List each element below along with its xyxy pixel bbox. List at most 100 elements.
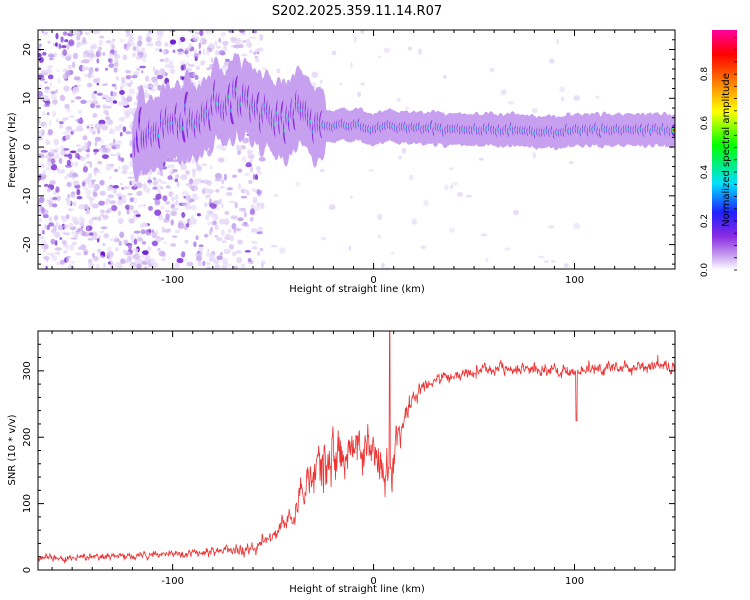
snr-ticks: -100 0 100 0 100 200 300 <box>22 330 676 587</box>
y-tick-label: 300 <box>22 361 33 380</box>
noise-blob <box>68 39 75 46</box>
noise-blob <box>239 30 245 33</box>
noise-blob <box>83 163 87 166</box>
noise-blob <box>223 218 230 226</box>
noise-blob <box>139 65 147 69</box>
spectrogram-ylabel: Frequency (Hz) <box>7 112 18 188</box>
noise-blob <box>181 191 189 197</box>
noise-blob <box>71 231 75 234</box>
noise-blob <box>43 183 49 187</box>
noise-blob <box>119 182 123 186</box>
y-tick-label: 100 <box>22 494 33 513</box>
noise-blob <box>117 166 121 170</box>
noise-blob <box>52 99 58 105</box>
noise-blob <box>67 222 74 229</box>
noise-blob <box>206 262 211 265</box>
noise-blob <box>111 45 115 50</box>
noise-blob <box>43 248 46 253</box>
noise-blob <box>42 111 46 117</box>
noise-blob <box>108 176 113 180</box>
noise-blob <box>242 155 247 163</box>
noise-blob <box>149 83 156 89</box>
noise-blob <box>339 82 343 86</box>
noise-blob <box>70 260 76 264</box>
noise-blob <box>224 233 231 240</box>
noise-blob <box>149 88 157 92</box>
noise-blob <box>319 168 325 173</box>
noise-blob <box>174 262 180 268</box>
noise-blob <box>71 61 76 69</box>
noise-blob <box>83 251 88 256</box>
noise-blob <box>44 100 51 105</box>
y-tick-label: 20 <box>22 43 33 56</box>
noise-blob <box>126 208 130 215</box>
noise-blob <box>180 174 188 181</box>
noise-blob <box>167 164 171 169</box>
noise-blob <box>217 157 225 163</box>
noise-blob <box>60 150 67 156</box>
noise-blob <box>47 40 51 44</box>
noise-blob <box>65 117 69 121</box>
noise-blob <box>222 64 227 71</box>
noise-blob <box>49 180 56 185</box>
noise-blob <box>164 42 169 47</box>
noise-blob <box>43 255 50 261</box>
noise-blob <box>179 36 186 43</box>
snr-panel: -100 0 100 0 100 200 300 Height of straight li… <box>7 330 676 595</box>
noise-blob <box>254 49 260 53</box>
noise-blob <box>532 152 537 159</box>
noise-blob <box>191 205 197 211</box>
noise-blob <box>98 39 104 46</box>
noise-blob <box>152 66 156 72</box>
noise-blob <box>50 90 56 95</box>
noise-blob <box>43 122 48 129</box>
noise-blob <box>135 55 141 61</box>
noise-blob <box>203 233 209 238</box>
noise-blob <box>256 202 261 208</box>
noise-blob <box>98 200 105 206</box>
noise-blob <box>155 229 159 236</box>
noise-blob <box>83 204 88 210</box>
noise-blob <box>401 147 407 154</box>
noise-blob <box>46 252 53 256</box>
noise-blob <box>220 31 226 37</box>
noise-blob <box>199 251 203 256</box>
noise-blob <box>186 261 194 267</box>
noise-blob <box>111 92 118 97</box>
noise-blob <box>82 232 90 236</box>
noise-blob <box>209 229 212 236</box>
noise-blob <box>121 170 128 174</box>
noise-blob <box>186 223 189 228</box>
noise-blob <box>234 201 238 209</box>
noise-blob <box>162 181 168 184</box>
noise-blob <box>146 43 154 47</box>
noise-blob <box>72 172 78 178</box>
noise-blob <box>42 52 47 56</box>
noise-blob <box>175 174 180 179</box>
noise-blob <box>243 172 251 176</box>
noise-blob <box>47 65 53 69</box>
noise-blob <box>41 95 49 100</box>
noise-blob <box>279 247 286 254</box>
noise-blob <box>121 164 129 171</box>
noise-blob <box>63 250 68 254</box>
noise-blob <box>549 58 555 64</box>
noise-blob <box>46 112 50 116</box>
noise-blob <box>65 197 70 202</box>
noise-blob <box>223 262 229 265</box>
noise-blob <box>215 178 221 182</box>
noise-blob <box>210 253 216 259</box>
noise-blob <box>64 154 70 157</box>
noise-blob <box>58 43 62 50</box>
noise-blob <box>236 257 243 264</box>
noise-blob <box>80 60 85 64</box>
noise-blob <box>55 88 58 94</box>
noise-blob <box>124 251 131 255</box>
noise-blob <box>56 195 61 201</box>
noise-blob <box>243 211 247 218</box>
snr-xlabel: Height of straight line (km) <box>289 584 425 595</box>
noise-blob <box>205 214 210 221</box>
noise-blob <box>504 247 511 251</box>
noise-blob <box>241 40 248 43</box>
